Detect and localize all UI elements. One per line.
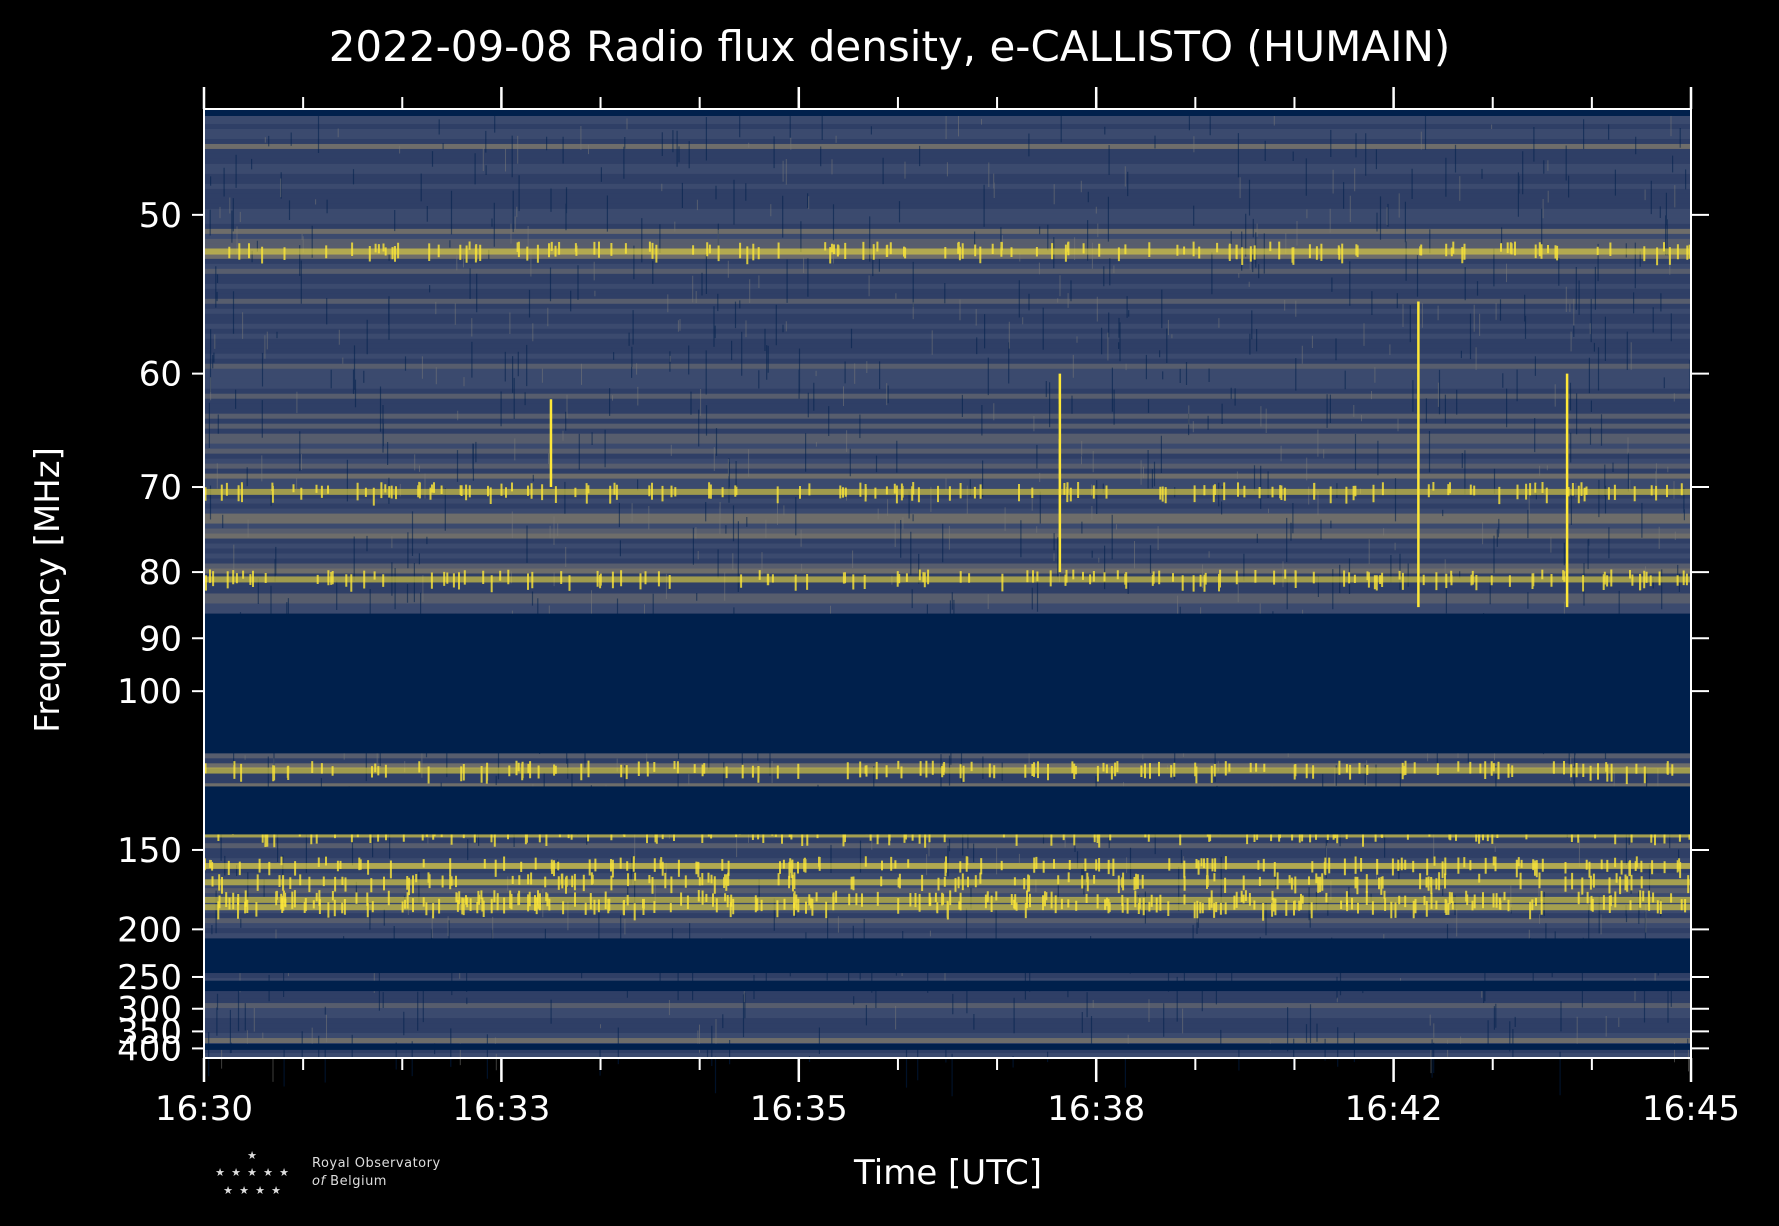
x-tick-label-3: 16:38 (1047, 1089, 1145, 1129)
svg-text:★: ★ (263, 1166, 273, 1179)
x-tick-label-4: 16:42 (1345, 1089, 1443, 1129)
top-strip (204, 109, 1691, 116)
svg-text:★: ★ (247, 1166, 257, 1179)
x-axis-label: Time [UTC] (854, 1153, 1042, 1193)
y-tick-label-90: 90 (139, 619, 182, 659)
svg-text:★: ★ (255, 1184, 265, 1197)
svg-text:★: ★ (223, 1184, 233, 1197)
svg-text:★: ★ (271, 1184, 281, 1197)
x-tick-label-2: 16:35 (750, 1089, 848, 1129)
bright-band-0 (204, 248, 1691, 255)
y-tick-label-200: 200 (117, 910, 182, 950)
y-tick-label-50: 50 (139, 196, 182, 236)
masked-band-4 (204, 1043, 1691, 1050)
x-tick-label-1: 16:33 (452, 1089, 550, 1129)
stars-logo-icon: ★ ★ ★ ★ ★ ★ ★ ★ ★ ★ (215, 1149, 289, 1197)
masked-band-3 (204, 980, 1691, 992)
y-tick-label-350: 350 (117, 1012, 182, 1052)
y-tick-label-80: 80 (139, 553, 182, 593)
bright-band-1 (204, 488, 1691, 495)
y-axis-label: Frequency [MHz] (28, 447, 68, 733)
x-tick-label-5: 16:45 (1642, 1089, 1740, 1129)
svg-text:★: ★ (279, 1166, 289, 1179)
masked-band-0 (204, 613, 1691, 754)
bright-band-7 (204, 896, 1691, 903)
bright-band-2 (204, 576, 1691, 583)
x-tick-label-0: 16:30 (155, 1089, 253, 1129)
svg-text:★: ★ (231, 1166, 241, 1179)
observatory-logo: ★ ★ ★ ★ ★ ★ ★ ★ ★ ★ Royal Observatory of Belgium (208, 1148, 458, 1200)
y-tick-label-150: 150 (117, 831, 182, 871)
svg-text:★: ★ (215, 1166, 225, 1179)
logo-line-2: Belgium (330, 1174, 387, 1189)
bright-band-3 (204, 767, 1691, 774)
y-tick-label-400: 400 (117, 1029, 182, 1069)
bright-band-5 (204, 863, 1691, 870)
y-tick-label-60: 60 (139, 355, 182, 395)
svg-text:★: ★ (239, 1184, 249, 1197)
svg-text:★: ★ (247, 1149, 257, 1162)
chart-title: 2022-09-08 Radio flux density, e-CALLIST… (328, 22, 1451, 71)
logo-line-1: Royal Observatory (312, 1156, 441, 1171)
plot-frame (203, 108, 1692, 1059)
bright-band-6 (204, 879, 1691, 886)
y-tick-label-250: 250 (117, 958, 182, 998)
logo-line-2-prefix: of (312, 1174, 326, 1189)
y-tick-label-100: 100 (117, 672, 182, 712)
masked-band-2 (204, 938, 1691, 974)
masked-band-1 (204, 786, 1691, 835)
y-tick-label-70: 70 (139, 468, 182, 508)
y-tick-label-300: 300 (117, 990, 182, 1030)
